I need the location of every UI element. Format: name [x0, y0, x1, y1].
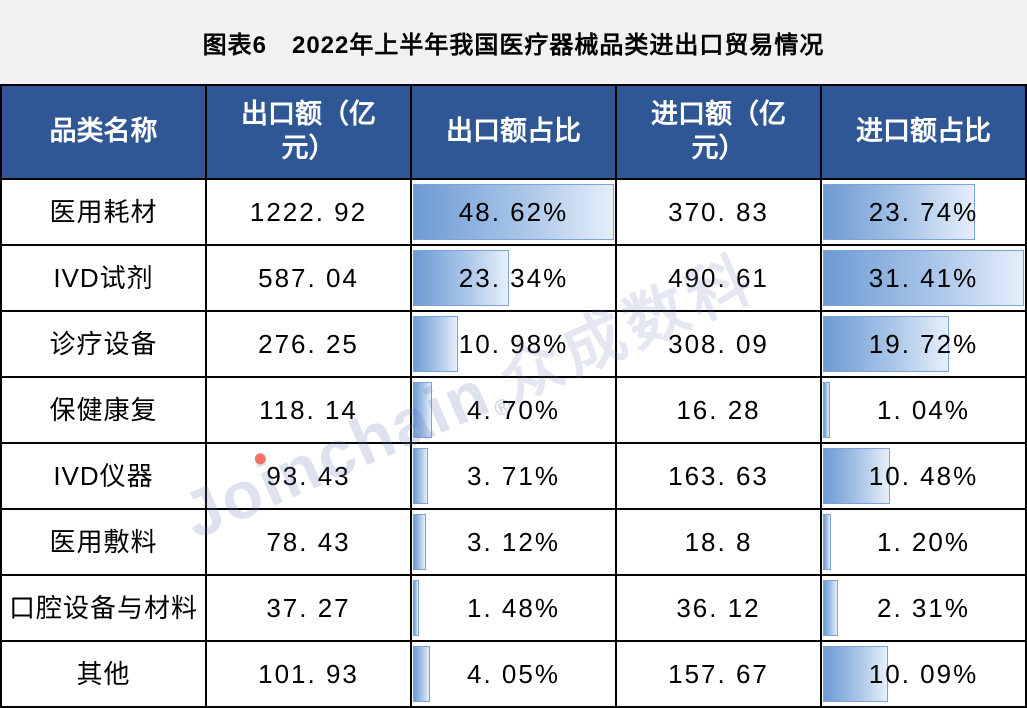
- export-value-cell: 587. 04: [207, 246, 410, 310]
- export-share-databar: [413, 580, 420, 636]
- import-value-cell: 490. 61: [617, 246, 820, 310]
- category-cell: 医用敷料: [2, 510, 205, 574]
- import-value-cell: 157. 67: [617, 642, 820, 706]
- figure-title: 图表6 2022年上半年我国医疗器械品类进出口贸易情况: [202, 31, 825, 59]
- export-value-cell: 93. 43: [207, 444, 410, 508]
- export-share-databar: [413, 184, 614, 240]
- export-value-cell: 101. 93: [207, 642, 410, 706]
- import-share-databar: [823, 250, 1024, 306]
- import-value-cell: 36. 12: [617, 576, 820, 640]
- category-cell: 其他: [2, 642, 205, 706]
- header-export-share: 出口额占比: [412, 86, 615, 178]
- export-share-databar: [413, 250, 510, 306]
- import-value-cell: 308. 09: [617, 312, 820, 376]
- figure-title-band: 图表6 2022年上半年我国医疗器械品类进出口贸易情况: [0, 0, 1027, 84]
- import-share-cell: 19. 72%: [822, 312, 1025, 376]
- header-export-value: 出口额（亿 元）: [207, 86, 410, 178]
- import-value-cell: 370. 83: [617, 180, 820, 244]
- import-share-databar: [823, 184, 975, 240]
- export-share-cell: 23. 34%: [412, 246, 615, 310]
- export-share-databar: [413, 514, 426, 570]
- import-value-cell: 18. 8: [617, 510, 820, 574]
- category-cell: 医用耗材: [2, 180, 205, 244]
- export-value-cell: 276. 25: [207, 312, 410, 376]
- import-share-cell: 1. 04%: [822, 378, 1025, 442]
- header-import-value: 进口额（亿 元）: [617, 86, 820, 178]
- export-share-cell: 3. 71%: [412, 444, 615, 508]
- import-share-databar: [823, 580, 838, 636]
- export-share-cell: 3. 12%: [412, 510, 615, 574]
- category-cell: 口腔设备与材料: [2, 576, 205, 640]
- import-share-cell: 23. 74%: [822, 180, 1025, 244]
- export-value-cell: 78. 43: [207, 510, 410, 574]
- import-value-cell: 16. 28: [617, 378, 820, 442]
- export-value-cell: 1222. 92: [207, 180, 410, 244]
- export-share-databar: [413, 646, 430, 702]
- import-value-cell: 163. 63: [617, 444, 820, 508]
- export-share-cell: 1. 48%: [412, 576, 615, 640]
- import-share-databar: [823, 514, 831, 570]
- export-share-cell: 48. 62%: [412, 180, 615, 244]
- export-share-databar: [413, 316, 459, 372]
- import-share-cell: 10. 48%: [822, 444, 1025, 508]
- import-share-cell: 10. 09%: [822, 642, 1025, 706]
- export-share-cell: 10. 98%: [412, 312, 615, 376]
- export-value-cell: 37. 27: [207, 576, 410, 640]
- category-cell: 诊疗设备: [2, 312, 205, 376]
- import-share-databar: [823, 448, 891, 504]
- category-cell: IVD试剂: [2, 246, 205, 310]
- category-cell: 保健康复: [2, 378, 205, 442]
- import-share-cell: 1. 20%: [822, 510, 1025, 574]
- export-share-databar: [413, 382, 433, 438]
- export-share-cell: 4. 05%: [412, 642, 615, 706]
- import-share-databar: [823, 316, 950, 372]
- trade-table: 品类名称 出口额（亿 元） 出口额占比 进口额（亿 元） 进口额占比 医用耗材 1…: [0, 84, 1027, 708]
- import-share-cell: 2. 31%: [822, 576, 1025, 640]
- header-import-share: 进口额占比: [822, 86, 1025, 178]
- import-share-databar: [823, 382, 830, 438]
- export-share-databar: [413, 448, 429, 504]
- export-value-cell: 118. 14: [207, 378, 410, 442]
- import-share-databar: [823, 646, 888, 702]
- export-share-cell: 4. 70%: [412, 378, 615, 442]
- header-category: 品类名称: [2, 86, 205, 178]
- category-cell: IVD仪器: [2, 444, 205, 508]
- import-share-cell: 31. 41%: [822, 246, 1025, 310]
